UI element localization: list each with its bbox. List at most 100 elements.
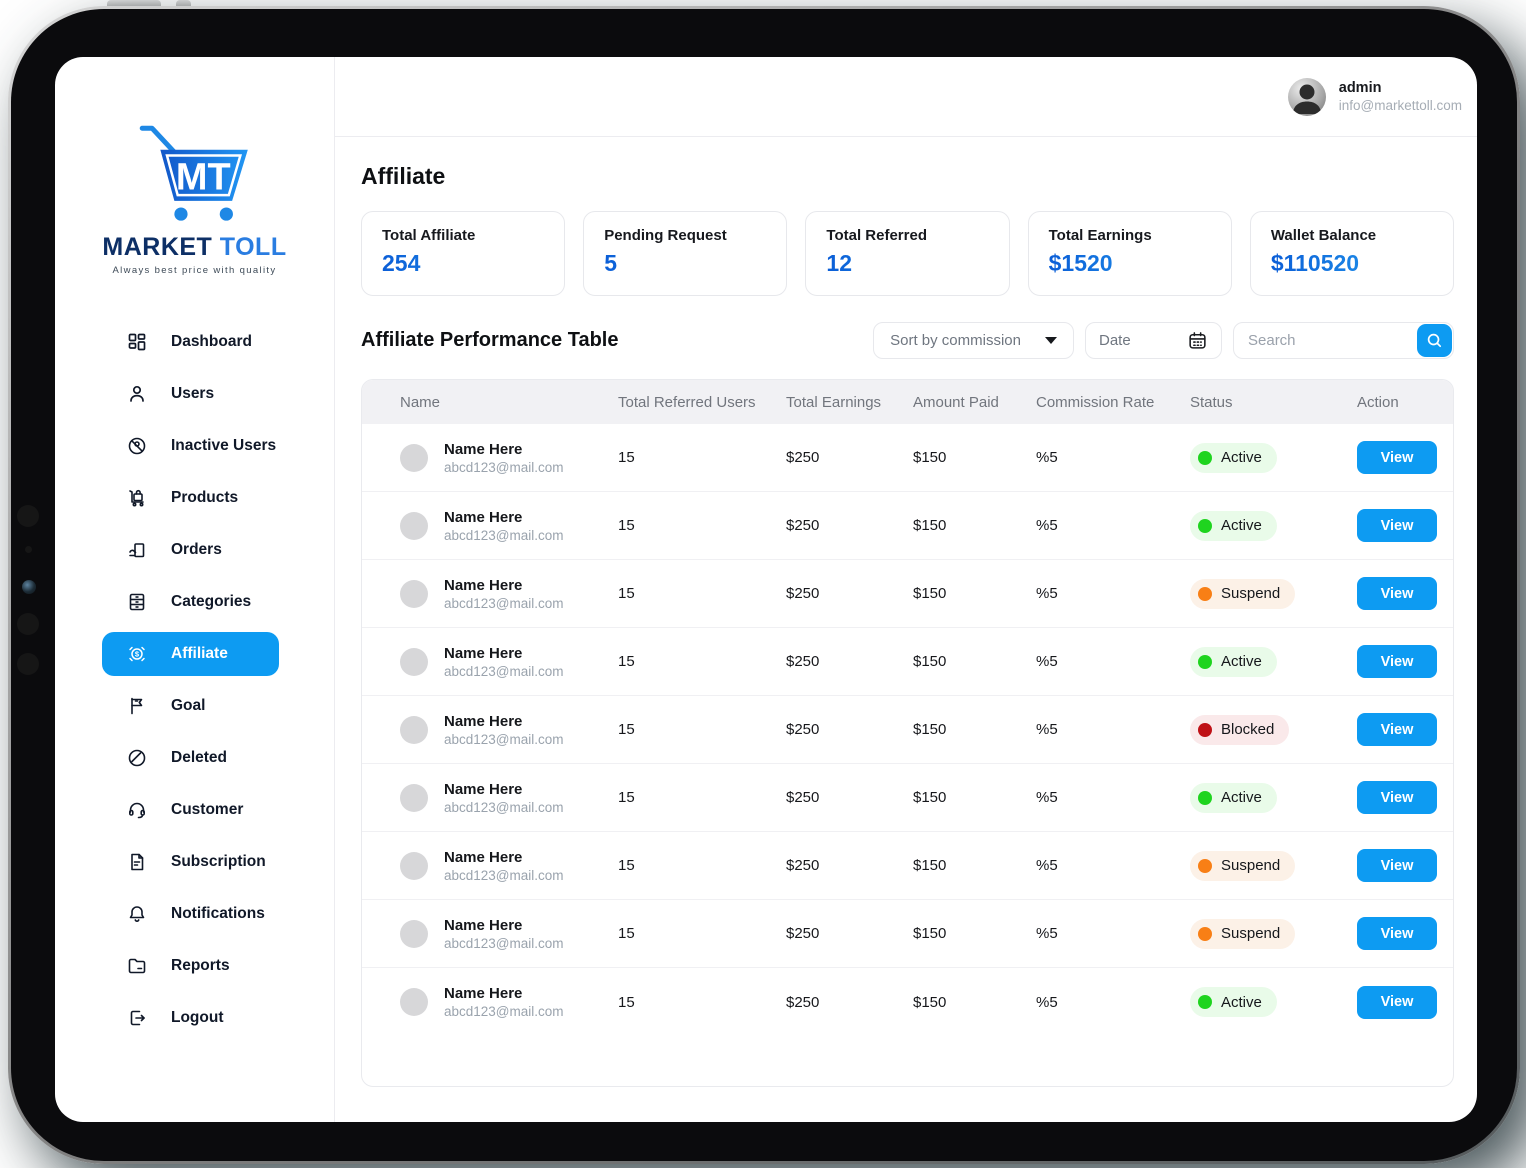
sidebar-item-subscription[interactable]: Subscription — [102, 840, 279, 884]
view-button[interactable]: View — [1357, 577, 1437, 610]
affiliate-identity: Name Here abcd123@mail.com — [444, 849, 564, 883]
stat-value: $110520 — [1271, 250, 1433, 277]
affiliate-name: Name Here — [444, 848, 523, 866]
sidebar-item-categories[interactable]: Categories — [102, 580, 279, 624]
stat-value: 5 — [604, 250, 766, 277]
action-cell: View — [1357, 509, 1453, 542]
column-header-commission: Commission Rate — [1036, 393, 1155, 411]
total-earnings-value: $250 — [786, 789, 820, 806]
affiliate-table: Name Total Referred Users Total Earnings… — [361, 379, 1454, 1087]
affiliate-name-cell: Name Here abcd123@mail.com — [400, 781, 618, 815]
customer-icon — [128, 802, 145, 819]
table-row: Name Here abcd123@mail.com 15 $250 $150 … — [362, 696, 1453, 764]
affiliate-identity: Name Here abcd123@mail.com — [444, 441, 564, 475]
affiliate-identity: Name Here abcd123@mail.com — [444, 645, 564, 679]
sidebar: MT MARKET TOLL Always best price with qu… — [55, 57, 335, 1122]
view-button[interactable]: View — [1357, 849, 1437, 882]
status-label: Suspend — [1221, 585, 1281, 602]
admin-info: admin info@markettoll.com — [1339, 80, 1462, 113]
view-button[interactable]: View — [1357, 781, 1437, 814]
search-box — [1233, 322, 1454, 359]
orders-icon — [129, 543, 145, 558]
view-button[interactable]: View — [1357, 713, 1437, 746]
categories-icon — [129, 593, 145, 611]
status-badge: Suspend — [1190, 578, 1296, 609]
status-label: Active — [1221, 993, 1262, 1011]
status-label: Active — [1221, 653, 1262, 670]
sidebar-item-users[interactable]: Users — [102, 372, 279, 416]
referred-users-value: 15 — [618, 449, 635, 466]
status-badge: Suspend — [1190, 850, 1296, 881]
affiliate-identity: Name Here abcd123@mail.com — [444, 577, 564, 611]
admin-profile[interactable]: admin info@markettoll.com — [1287, 77, 1462, 116]
affiliate-avatar — [400, 783, 428, 812]
amount-paid-value: $150 — [913, 517, 947, 534]
column-header-action: Action — [1357, 393, 1399, 411]
sort-dropdown[interactable]: Sort by commission — [873, 322, 1074, 359]
view-button[interactable]: View — [1357, 985, 1437, 1019]
status-cell: Active — [1190, 782, 1357, 813]
sidebar-item-logout[interactable]: Logout — [102, 996, 279, 1040]
sidebar-item-affiliate[interactable]: $ Affiliate — [102, 632, 279, 676]
column-header-earnings: Total Earnings — [786, 393, 882, 411]
stat-label: Total Earnings — [1048, 227, 1152, 244]
stat-value: 12 — [826, 250, 988, 277]
affiliate-name-cell: Name Here abcd123@mail.com — [400, 509, 618, 543]
sort-dropdown-label: Sort by commission — [890, 332, 1021, 349]
affiliate-avatar — [400, 647, 428, 676]
tablet-bezel: MT MARKET TOLL Always best price with qu… — [11, 9, 1517, 1161]
sidebar-item-deleted[interactable]: Deleted — [102, 736, 279, 780]
date-picker[interactable]: Date — [1085, 322, 1222, 359]
sidebar-item-reports[interactable]: Reports — [102, 944, 279, 988]
affiliate-name-cell: Name Here abcd123@mail.com — [400, 713, 618, 747]
affiliate-name: Name Here — [444, 916, 523, 934]
status-cell: Blocked — [1190, 714, 1357, 745]
tablet-sensor — [17, 653, 39, 675]
affiliate-name-cell: Name Here abcd123@mail.com — [400, 441, 618, 475]
status-label: Blocked — [1221, 721, 1275, 738]
inactive-users-icon — [128, 437, 146, 455]
view-button[interactable]: View — [1357, 645, 1437, 678]
status-badge: Active — [1190, 782, 1277, 813]
sidebar-item-inactive-users[interactable]: Inactive Users — [102, 424, 279, 468]
amount-paid-value: $150 — [913, 721, 947, 738]
action-cell: View — [1357, 645, 1453, 678]
svg-text:$: $ — [135, 650, 140, 659]
view-button[interactable]: View — [1357, 441, 1437, 474]
svg-text:MT: MT — [175, 156, 230, 198]
stat-card-total-referred: Total Referred 12 — [805, 211, 1010, 296]
sidebar-item-label: Customer — [171, 801, 244, 818]
admin-email: info@markettoll.com — [1338, 98, 1462, 113]
stat-value: $1520 — [1049, 250, 1211, 277]
sidebar-item-customer[interactable]: Customer — [102, 788, 279, 832]
affiliate-name: Name Here — [444, 985, 523, 1002]
affiliate-email: abcd123@mail.com — [444, 595, 564, 611]
total-earnings-value: $250 — [786, 653, 820, 670]
deleted-icon — [128, 749, 146, 767]
sidebar-item-notifications[interactable]: Notifications — [102, 892, 279, 936]
sidebar-item-dashboard[interactable]: Dashboard — [102, 320, 279, 364]
sidebar-item-products[interactable]: Products — [102, 476, 279, 520]
sidebar-item-orders[interactable]: Orders — [102, 528, 279, 572]
brand-name: MARKET TOLL — [102, 233, 286, 262]
affiliate-email: abcd123@mail.com — [444, 799, 564, 815]
brand-name-market: MARKET — [102, 233, 213, 261]
search-button[interactable] — [1417, 324, 1452, 357]
sidebar-item-label: Notifications — [171, 905, 265, 922]
commission-rate-value: %5 — [1036, 517, 1058, 534]
table-row: Name Here abcd123@mail.com 15 $250 $150 … — [362, 764, 1453, 832]
view-button[interactable]: View — [1357, 509, 1437, 542]
affiliate-name-cell: Name Here abcd123@mail.com — [400, 985, 618, 1019]
stat-label: Pending Request — [604, 227, 727, 244]
sidebar-item-goal[interactable]: Goal — [102, 684, 279, 728]
sidebar-menu: Dashboard Users Inactive Users Products — [55, 320, 334, 1040]
commission-rate-value: %5 — [1036, 721, 1058, 738]
table-row: Name Here abcd123@mail.com 15 $250 $150 … — [362, 424, 1453, 492]
content: Affiliate Total Affiliate 254 Pending Re… — [335, 137, 1477, 1087]
sidebar-item-label: Inactive Users — [171, 437, 277, 454]
affiliate-name: Name Here — [444, 508, 523, 526]
amount-paid-value: $150 — [913, 857, 947, 874]
search-input[interactable] — [1248, 332, 1408, 349]
view-button[interactable]: View — [1357, 917, 1437, 950]
affiliate-icon: $ — [129, 646, 145, 662]
